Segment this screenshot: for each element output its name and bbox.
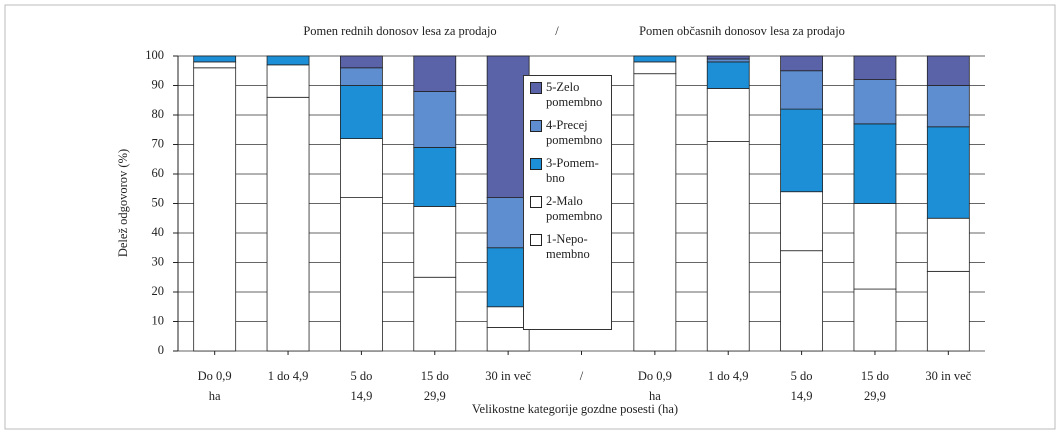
bar-segment	[340, 197, 383, 352]
bar-segment	[413, 91, 457, 148]
legend-label: 4-Precej pomembno	[546, 118, 603, 147]
legend-label: 2-Malo pomembno	[546, 194, 603, 223]
y-tick-label: 40	[152, 225, 165, 239]
title-sep: /	[555, 24, 559, 38]
bar-segment	[340, 55, 383, 69]
bar-segment	[266, 64, 310, 98]
y-tick-label: 10	[152, 313, 165, 327]
bar-segment	[193, 55, 237, 63]
bar-segment	[853, 123, 897, 204]
x-tick-label: 5 do 14,9	[350, 369, 372, 403]
y-tick-label: 100	[145, 48, 164, 62]
bar-segment	[780, 250, 823, 352]
bar-segment	[633, 61, 677, 75]
legend-swatch	[530, 234, 542, 246]
bar-segment	[486, 326, 530, 352]
frame	[4, 4, 1056, 430]
y-tick-label: 80	[152, 107, 165, 121]
bar-segment	[706, 141, 750, 352]
x-tick-label: 15 do 29,9	[861, 369, 889, 403]
bar-segment	[340, 138, 383, 199]
legend-item: 3-Pomem-bno	[530, 156, 609, 186]
bar-segment	[780, 108, 823, 193]
bar-segment	[853, 79, 897, 125]
legend-item: 2-Malo pomembno	[530, 194, 609, 224]
bar-segment	[853, 203, 897, 290]
bar-segment	[633, 73, 677, 352]
bar-segment	[706, 61, 750, 89]
bar-segment	[706, 58, 750, 63]
x-axis-label: Velikostne kategorije gozdne posesti (ha…	[472, 402, 678, 416]
bar-segment	[926, 270, 970, 352]
y-tick-label: 0	[158, 343, 164, 357]
x-tick-label: Do 0,9 ha	[198, 369, 232, 403]
bar-segment	[926, 85, 970, 128]
legend-item: 4-Precej pomembno	[530, 118, 609, 148]
y-tick-label: 60	[152, 166, 165, 180]
bar-segment	[413, 147, 457, 207]
legend: 5-Zelo pomembno 4-Precej pomembno 3-Pomem-…	[523, 75, 612, 330]
bar-segment	[926, 217, 970, 272]
y-tick-label: 20	[152, 284, 165, 298]
bar-segment	[853, 288, 897, 352]
x-tick-label: 30 in več	[925, 369, 971, 383]
bar-segment	[413, 276, 457, 352]
title-right: Pomen občasnih donosov lesa za prodajo	[639, 24, 845, 38]
legend-swatch	[530, 82, 542, 94]
legend-item: 1-Nepo-membno	[530, 232, 609, 262]
bar-segment	[266, 96, 310, 352]
bar-segment	[706, 55, 750, 60]
bar-segment	[706, 88, 750, 142]
bar-segment	[780, 191, 823, 252]
bar-segment	[266, 55, 310, 66]
y-tick-label: 90	[152, 77, 165, 91]
bar-segment	[926, 55, 970, 86]
title-left: Pomen rednih donosov lesa za prodajo	[303, 24, 496, 38]
legend-item: 5-Zelo pomembno	[530, 80, 609, 110]
bar-segment	[413, 55, 457, 92]
legend-swatch	[530, 120, 542, 132]
x-tick-label: 1 do 4,9	[708, 369, 749, 383]
x-tick-label: Do 0,9 ha	[638, 369, 672, 403]
bar-segment	[340, 85, 383, 139]
x-tick-label: 15 do 29,9	[421, 369, 449, 403]
y-tick-label: 50	[152, 195, 165, 209]
bar-segment	[780, 70, 823, 110]
y-tick-label: 30	[152, 254, 165, 268]
bar-segment	[413, 206, 457, 278]
x-tick-label: 1 do 4,9	[268, 369, 309, 383]
legend-swatch	[530, 158, 542, 170]
y-axis-label: Delež odgovorov (%)	[116, 149, 130, 257]
x-tick-label: /	[580, 369, 584, 383]
x-tick-label: 30 in več	[485, 369, 531, 383]
legend-label: 3-Pomem-bno	[546, 156, 599, 185]
x-tick-label: 5 do 14,9	[791, 369, 813, 403]
legend-label: 5-Zelo pomembno	[546, 80, 603, 109]
bar-segment	[780, 55, 823, 72]
bar-segment	[193, 67, 237, 352]
legend-swatch	[530, 196, 542, 208]
bar-segment	[853, 55, 897, 81]
bar-segment	[193, 61, 237, 69]
bar-segment	[633, 55, 677, 63]
legend-label: 1-Nepo-membno	[546, 232, 590, 261]
bar-segment	[926, 126, 970, 219]
bar-segment	[340, 67, 383, 86]
y-tick-label: 70	[152, 136, 165, 150]
